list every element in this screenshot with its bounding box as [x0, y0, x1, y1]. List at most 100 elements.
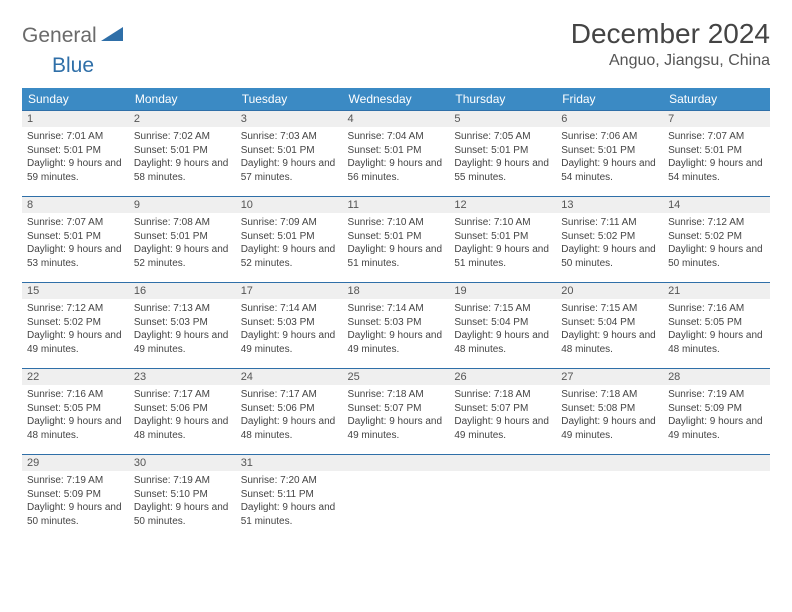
day-number: 28	[663, 369, 770, 385]
calendar-day-cell: 24Sunrise: 7:17 AMSunset: 5:06 PMDayligh…	[236, 369, 343, 455]
calendar-day-cell: 14Sunrise: 7:12 AMSunset: 5:02 PMDayligh…	[663, 197, 770, 283]
day-info: Sunrise: 7:07 AMSunset: 5:01 PMDaylight:…	[663, 127, 770, 189]
calendar-day-cell: 9Sunrise: 7:08 AMSunset: 5:01 PMDaylight…	[129, 197, 236, 283]
day-info: Sunrise: 7:14 AMSunset: 5:03 PMDaylight:…	[343, 299, 450, 361]
calendar-week-row: 8Sunrise: 7:07 AMSunset: 5:01 PMDaylight…	[22, 197, 770, 283]
calendar-day-cell: 30Sunrise: 7:19 AMSunset: 5:10 PMDayligh…	[129, 455, 236, 541]
calendar-day-cell: 5Sunrise: 7:05 AMSunset: 5:01 PMDaylight…	[449, 111, 556, 197]
calendar-day-cell: 28Sunrise: 7:19 AMSunset: 5:09 PMDayligh…	[663, 369, 770, 455]
title-block: December 2024 Anguo, Jiangsu, China	[571, 18, 770, 70]
day-number: 23	[129, 369, 236, 385]
calendar-day-cell: 1Sunrise: 7:01 AMSunset: 5:01 PMDaylight…	[22, 111, 129, 197]
day-info: Sunrise: 7:19 AMSunset: 5:10 PMDaylight:…	[129, 471, 236, 533]
day-info: Sunrise: 7:18 AMSunset: 5:08 PMDaylight:…	[556, 385, 663, 447]
calendar-empty-cell	[449, 455, 556, 541]
day-info: Sunrise: 7:19 AMSunset: 5:09 PMDaylight:…	[22, 471, 129, 533]
day-info: Sunrise: 7:06 AMSunset: 5:01 PMDaylight:…	[556, 127, 663, 189]
day-number: 19	[449, 283, 556, 299]
day-number: 21	[663, 283, 770, 299]
day-info: Sunrise: 7:18 AMSunset: 5:07 PMDaylight:…	[449, 385, 556, 447]
calendar-day-cell: 21Sunrise: 7:16 AMSunset: 5:05 PMDayligh…	[663, 283, 770, 369]
calendar-day-cell: 29Sunrise: 7:19 AMSunset: 5:09 PMDayligh…	[22, 455, 129, 541]
day-number: 29	[22, 455, 129, 471]
day-number: 11	[343, 197, 450, 213]
day-info: Sunrise: 7:05 AMSunset: 5:01 PMDaylight:…	[449, 127, 556, 189]
calendar-day-cell: 15Sunrise: 7:12 AMSunset: 5:02 PMDayligh…	[22, 283, 129, 369]
day-number: 25	[343, 369, 450, 385]
day-number: 16	[129, 283, 236, 299]
weekday-header: Wednesday	[343, 88, 450, 111]
day-info: Sunrise: 7:07 AMSunset: 5:01 PMDaylight:…	[22, 213, 129, 275]
day-info: Sunrise: 7:18 AMSunset: 5:07 PMDaylight:…	[343, 385, 450, 447]
day-number: 10	[236, 197, 343, 213]
weekday-header: Saturday	[663, 88, 770, 111]
calendar-week-row: 29Sunrise: 7:19 AMSunset: 5:09 PMDayligh…	[22, 455, 770, 541]
day-info: Sunrise: 7:15 AMSunset: 5:04 PMDaylight:…	[556, 299, 663, 361]
day-info: Sunrise: 7:08 AMSunset: 5:01 PMDaylight:…	[129, 213, 236, 275]
calendar-day-cell: 22Sunrise: 7:16 AMSunset: 5:05 PMDayligh…	[22, 369, 129, 455]
day-number: 18	[343, 283, 450, 299]
day-number: 14	[663, 197, 770, 213]
day-number: 9	[129, 197, 236, 213]
day-info: Sunrise: 7:11 AMSunset: 5:02 PMDaylight:…	[556, 213, 663, 275]
calendar-empty-cell	[556, 455, 663, 541]
day-info: Sunrise: 7:16 AMSunset: 5:05 PMDaylight:…	[663, 299, 770, 361]
calendar-body: 1Sunrise: 7:01 AMSunset: 5:01 PMDaylight…	[22, 111, 770, 541]
day-number: 15	[22, 283, 129, 299]
day-info: Sunrise: 7:09 AMSunset: 5:01 PMDaylight:…	[236, 213, 343, 275]
day-number: 20	[556, 283, 663, 299]
calendar-table: SundayMondayTuesdayWednesdayThursdayFrid…	[22, 88, 770, 541]
weekday-header: Tuesday	[236, 88, 343, 111]
day-number: 7	[663, 111, 770, 127]
day-number: 26	[449, 369, 556, 385]
logo-triangle-icon	[101, 25, 123, 48]
day-info: Sunrise: 7:10 AMSunset: 5:01 PMDaylight:…	[449, 213, 556, 275]
day-info: Sunrise: 7:20 AMSunset: 5:11 PMDaylight:…	[236, 471, 343, 533]
day-number: 1	[22, 111, 129, 127]
weekday-header: Friday	[556, 88, 663, 111]
day-info: Sunrise: 7:13 AMSunset: 5:03 PMDaylight:…	[129, 299, 236, 361]
calendar-week-row: 1Sunrise: 7:01 AMSunset: 5:01 PMDaylight…	[22, 111, 770, 197]
calendar-day-cell: 18Sunrise: 7:14 AMSunset: 5:03 PMDayligh…	[343, 283, 450, 369]
day-number: 5	[449, 111, 556, 127]
location-label: Anguo, Jiangsu, China	[571, 52, 770, 70]
calendar-day-cell: 13Sunrise: 7:11 AMSunset: 5:02 PMDayligh…	[556, 197, 663, 283]
calendar-day-cell: 20Sunrise: 7:15 AMSunset: 5:04 PMDayligh…	[556, 283, 663, 369]
calendar-empty-cell	[343, 455, 450, 541]
day-info: Sunrise: 7:12 AMSunset: 5:02 PMDaylight:…	[663, 213, 770, 275]
day-info: Sunrise: 7:03 AMSunset: 5:01 PMDaylight:…	[236, 127, 343, 189]
day-number: 4	[343, 111, 450, 127]
logo: General	[22, 18, 125, 48]
day-number: 12	[449, 197, 556, 213]
day-info: Sunrise: 7:04 AMSunset: 5:01 PMDaylight:…	[343, 127, 450, 189]
day-number: 22	[22, 369, 129, 385]
calendar-day-cell: 8Sunrise: 7:07 AMSunset: 5:01 PMDaylight…	[22, 197, 129, 283]
calendar-day-cell: 11Sunrise: 7:10 AMSunset: 5:01 PMDayligh…	[343, 197, 450, 283]
month-title: December 2024	[571, 18, 770, 50]
calendar-day-cell: 25Sunrise: 7:18 AMSunset: 5:07 PMDayligh…	[343, 369, 450, 455]
day-number: 2	[129, 111, 236, 127]
day-number: 6	[556, 111, 663, 127]
calendar-week-row: 15Sunrise: 7:12 AMSunset: 5:02 PMDayligh…	[22, 283, 770, 369]
day-info: Sunrise: 7:14 AMSunset: 5:03 PMDaylight:…	[236, 299, 343, 361]
day-info: Sunrise: 7:17 AMSunset: 5:06 PMDaylight:…	[236, 385, 343, 447]
logo-text-blue: Blue	[52, 54, 94, 77]
day-info: Sunrise: 7:19 AMSunset: 5:09 PMDaylight:…	[663, 385, 770, 447]
calendar-day-cell: 17Sunrise: 7:14 AMSunset: 5:03 PMDayligh…	[236, 283, 343, 369]
day-number: 8	[22, 197, 129, 213]
day-info: Sunrise: 7:12 AMSunset: 5:02 PMDaylight:…	[22, 299, 129, 361]
weekday-header: Monday	[129, 88, 236, 111]
calendar-day-cell: 7Sunrise: 7:07 AMSunset: 5:01 PMDaylight…	[663, 111, 770, 197]
calendar-day-cell: 2Sunrise: 7:02 AMSunset: 5:01 PMDaylight…	[129, 111, 236, 197]
day-number: 27	[556, 369, 663, 385]
day-number: 17	[236, 283, 343, 299]
calendar-day-cell: 3Sunrise: 7:03 AMSunset: 5:01 PMDaylight…	[236, 111, 343, 197]
day-info: Sunrise: 7:01 AMSunset: 5:01 PMDaylight:…	[22, 127, 129, 189]
day-info: Sunrise: 7:02 AMSunset: 5:01 PMDaylight:…	[129, 127, 236, 189]
day-number: 3	[236, 111, 343, 127]
day-number: 24	[236, 369, 343, 385]
calendar-week-row: 22Sunrise: 7:16 AMSunset: 5:05 PMDayligh…	[22, 369, 770, 455]
calendar-day-cell: 23Sunrise: 7:17 AMSunset: 5:06 PMDayligh…	[129, 369, 236, 455]
day-number: 31	[236, 455, 343, 471]
day-info: Sunrise: 7:16 AMSunset: 5:05 PMDaylight:…	[22, 385, 129, 447]
